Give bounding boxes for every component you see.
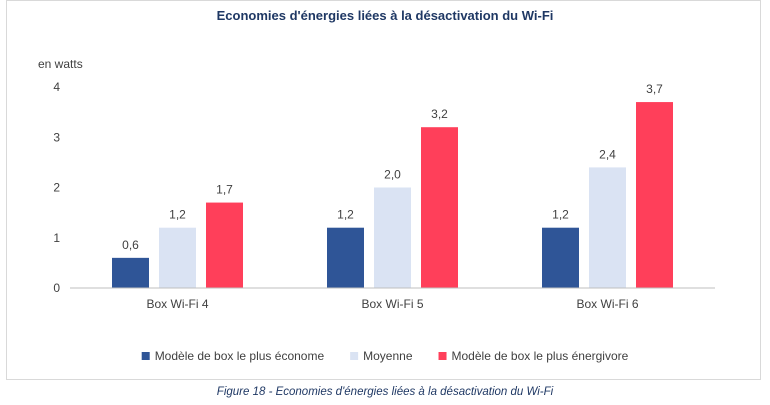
x-tick-label: Box Wi-Fi 4 [146,297,208,311]
bar-2-1 [159,227,196,288]
y-tick-label: 0 [53,281,60,295]
y-tick-label: 2 [53,181,60,195]
bar-value-label: 2,4 [599,147,616,161]
x-tick-labels: Box Wi-Fi 4 Box Wi-Fi 5 Box Wi-Fi 6 [146,297,638,311]
bar-value-label: 1,7 [216,183,233,197]
bar-value-label: 1,2 [337,208,354,222]
x-tick-label: Box Wi-Fi 6 [576,297,638,311]
bar-1-1 [112,257,149,288]
y-tick-label: 3 [53,130,60,144]
chart-title: Economies d'énergies liées à la désactiv… [217,8,554,23]
legend-label-1: Modèle de box le plus économe [155,349,325,363]
legend-swatch-3 [438,352,447,360]
bar-value-label: 0,6 [122,238,139,252]
bar-1-2 [327,227,364,288]
bar-2-2 [374,187,411,288]
y-tick-label: 1 [53,231,60,245]
bar-value-label: 1,2 [552,208,569,222]
legend: Modèle de box le plus économe Moyenne Modè… [141,349,629,363]
value-labels: 0,6 1,2 1,7 1,2 2,0 3,2 1,2 2,4 3,7 [122,82,663,252]
bar-3-3 [636,102,673,288]
y-axis-label: en watts [38,57,83,71]
bar-3-1 [206,202,243,288]
bar-chart: Economies d'énergies liées à la désactiv… [38,8,715,363]
legend-swatch-1 [141,352,150,360]
legend-label-3: Modèle de box le plus énergivore [452,349,629,363]
y-tick-label: 4 [53,80,60,94]
bar-2-3 [589,167,626,288]
bar-value-label: 3,7 [646,82,663,96]
y-tick-labels: 0 1 2 3 4 [53,80,60,295]
legend-swatch-2 [350,352,359,360]
bar-3-2 [421,127,458,288]
bar-1-3 [542,227,579,288]
bar-value-label: 2,0 [384,168,401,182]
bars [112,102,673,288]
legend-label-2: Moyenne [363,349,413,363]
bar-value-label: 1,2 [169,208,186,222]
figure-caption: Figure 18 - Economies d'énergies liées à… [216,386,554,398]
bar-value-label: 3,2 [431,107,448,121]
x-tick-label: Box Wi-Fi 5 [361,297,423,311]
